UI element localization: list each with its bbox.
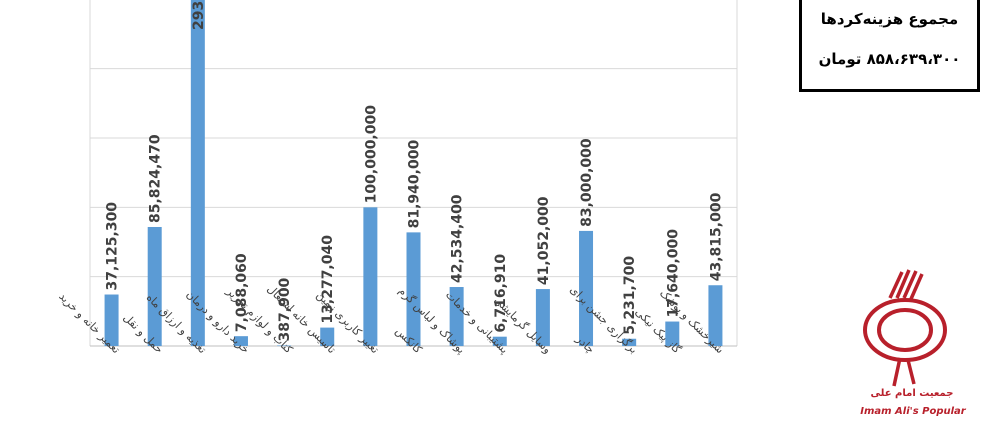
bar bbox=[233, 336, 248, 346]
logo-icon bbox=[863, 269, 947, 387]
logo-name-fa: جمعیت امام علی bbox=[870, 388, 954, 399]
bar bbox=[665, 321, 680, 346]
value-label: 43,815,000 bbox=[708, 192, 724, 281]
value-label: 100,000,000 bbox=[363, 105, 379, 204]
value-label: 7,088,060 bbox=[234, 253, 250, 332]
value-label: 17,640,000 bbox=[665, 229, 681, 318]
total-title: مجموع هزینه‌کردها bbox=[820, 10, 959, 28]
bar bbox=[406, 232, 421, 346]
category-label: چادر bbox=[573, 332, 597, 356]
value-label: 13,277,040 bbox=[320, 235, 336, 324]
bar bbox=[708, 285, 723, 346]
value-label: 6,716,910 bbox=[493, 254, 509, 333]
value-label: 387,900 bbox=[277, 277, 293, 341]
bar bbox=[363, 207, 378, 346]
total-value: ۸۵۸،۶۳۹،۳۰۰ تومان bbox=[818, 50, 961, 68]
value-labels: 37,125,300 85,824,470 293, 7,088,060 387,900… bbox=[105, 0, 725, 341]
value-label: 85,824,470 bbox=[148, 134, 164, 223]
bar bbox=[277, 345, 292, 347]
value-label: 37,125,300 bbox=[105, 202, 121, 291]
bar bbox=[104, 294, 119, 346]
value-label: 83,000,000 bbox=[579, 138, 595, 227]
value-label: 293, bbox=[191, 0, 207, 30]
value-label: 41,052,000 bbox=[536, 196, 552, 285]
bar bbox=[579, 230, 594, 346]
bar bbox=[147, 226, 162, 346]
bar bbox=[535, 289, 550, 346]
logo-name-en: Imam Ali's Popular bbox=[860, 406, 966, 417]
bar bbox=[320, 327, 335, 346]
bar bbox=[190, 0, 205, 346]
value-label: 5,231,700 bbox=[622, 256, 638, 335]
total-box: مجموع هزینه‌کردها ۸۵۸،۶۳۹،۳۰۰ تومان bbox=[799, 0, 980, 92]
bar bbox=[622, 338, 637, 346]
bar bbox=[492, 336, 507, 346]
value-label: 42,534,400 bbox=[450, 194, 466, 283]
value-label: 81,940,000 bbox=[407, 140, 423, 229]
bars bbox=[104, 0, 723, 347]
bar bbox=[449, 287, 464, 346]
